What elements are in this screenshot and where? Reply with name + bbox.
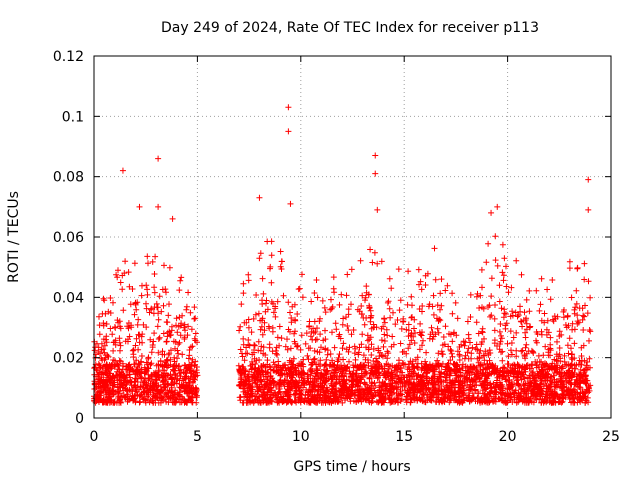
x-axis-label: GPS time / hours [293, 459, 410, 475]
y-tick-label: 0 [75, 411, 84, 427]
data-point-cloud [91, 233, 594, 406]
x-tick-label: 5 [193, 429, 202, 445]
y-tick-label: 0.12 [53, 49, 84, 65]
data-point [287, 200, 294, 207]
x-tick-label: 10 [292, 429, 310, 445]
chart-title: Day 249 of 2024, Rate Of TEC Index for r… [161, 20, 539, 36]
x-tick-label: 15 [395, 429, 413, 445]
data-point [372, 170, 379, 177]
x-tick-label: 25 [602, 429, 620, 445]
x-tick-label: 20 [499, 429, 517, 445]
data-point [285, 128, 292, 135]
y-axis-ticks: 0 0.02 0.04 0.06 0.08 0.1 0.12 [53, 49, 611, 427]
y-tick-label: 0.08 [53, 170, 84, 186]
data-point [488, 209, 495, 216]
data-point [256, 194, 263, 201]
data-point [372, 152, 379, 159]
x-tick-label: 0 [90, 429, 99, 445]
data-point [119, 167, 126, 174]
y-tick-label: 0.02 [53, 351, 84, 367]
data-point [374, 206, 381, 213]
data-point [169, 215, 176, 222]
y-tick-label: 0.1 [62, 109, 84, 125]
data-point [155, 155, 162, 162]
data-point [585, 206, 592, 213]
data-point [494, 203, 501, 210]
y-tick-label: 0.06 [53, 230, 84, 246]
data-point [136, 203, 143, 210]
grid-lines [94, 56, 611, 418]
data-point [155, 203, 162, 210]
y-tick-label: 0.04 [53, 290, 84, 306]
data-point [585, 176, 592, 183]
x-axis-ticks: 0 5 10 15 20 25 [90, 56, 620, 445]
y-axis-label: ROTI / TECUs [6, 191, 22, 283]
data-points [91, 104, 594, 406]
data-point [285, 104, 292, 111]
